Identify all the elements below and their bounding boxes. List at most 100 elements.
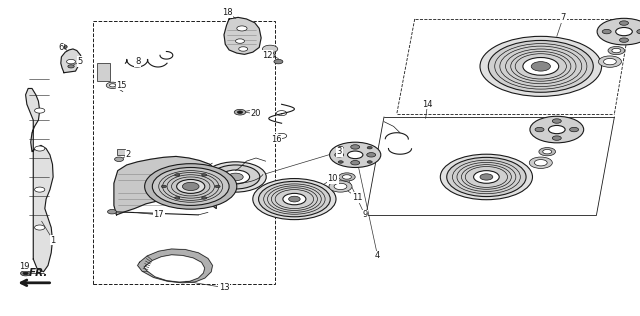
- Polygon shape: [61, 49, 82, 73]
- Circle shape: [637, 29, 640, 34]
- Polygon shape: [26, 88, 53, 272]
- Circle shape: [35, 225, 45, 230]
- Circle shape: [338, 146, 343, 149]
- Text: 11: 11: [352, 193, 362, 202]
- Circle shape: [342, 175, 351, 179]
- Bar: [93, 21, 275, 284]
- Circle shape: [35, 108, 45, 113]
- Circle shape: [339, 173, 355, 181]
- Text: 12: 12: [262, 51, 273, 60]
- Circle shape: [35, 187, 45, 192]
- Circle shape: [239, 47, 248, 51]
- Circle shape: [604, 58, 616, 65]
- Text: 14: 14: [422, 100, 433, 109]
- Circle shape: [570, 127, 579, 132]
- Text: 18: 18: [222, 8, 232, 17]
- Circle shape: [262, 45, 278, 53]
- Circle shape: [161, 185, 166, 188]
- Circle shape: [474, 171, 499, 183]
- Circle shape: [329, 181, 352, 192]
- Circle shape: [335, 153, 344, 157]
- Circle shape: [620, 38, 628, 42]
- Circle shape: [598, 56, 621, 67]
- Circle shape: [253, 179, 336, 220]
- Text: 7: 7: [561, 13, 566, 22]
- Circle shape: [523, 58, 559, 75]
- Text: 19: 19: [19, 262, 29, 270]
- Circle shape: [175, 197, 180, 199]
- Circle shape: [367, 146, 372, 149]
- Circle shape: [289, 196, 300, 202]
- Circle shape: [35, 146, 45, 151]
- Bar: [97, 63, 110, 81]
- Circle shape: [602, 29, 611, 34]
- Circle shape: [351, 161, 360, 165]
- Circle shape: [152, 167, 229, 205]
- Circle shape: [330, 142, 381, 167]
- Circle shape: [211, 165, 260, 189]
- Text: FR.: FR.: [29, 268, 48, 278]
- Polygon shape: [114, 156, 216, 215]
- Text: 3: 3: [337, 147, 342, 156]
- Circle shape: [108, 210, 116, 214]
- Circle shape: [237, 111, 243, 113]
- Text: 17: 17: [154, 210, 164, 219]
- Circle shape: [447, 157, 526, 197]
- Text: 4: 4: [375, 252, 380, 260]
- Circle shape: [115, 157, 124, 161]
- Circle shape: [20, 271, 31, 276]
- Circle shape: [202, 174, 207, 176]
- Polygon shape: [138, 249, 212, 283]
- Circle shape: [531, 62, 550, 71]
- Circle shape: [274, 59, 283, 64]
- Text: 5: 5: [77, 57, 83, 66]
- Circle shape: [221, 170, 250, 184]
- Circle shape: [543, 149, 552, 154]
- Circle shape: [205, 162, 266, 192]
- Circle shape: [548, 125, 565, 134]
- Circle shape: [58, 45, 67, 49]
- Circle shape: [480, 36, 602, 96]
- Circle shape: [265, 53, 275, 58]
- Polygon shape: [224, 17, 261, 54]
- Circle shape: [182, 182, 199, 191]
- Circle shape: [534, 160, 547, 166]
- Bar: [117, 149, 125, 155]
- Circle shape: [228, 173, 243, 181]
- Text: 1: 1: [51, 236, 56, 245]
- Text: 20: 20: [251, 109, 261, 118]
- Circle shape: [616, 27, 632, 36]
- Circle shape: [530, 116, 584, 143]
- Text: 8: 8: [135, 57, 140, 66]
- Circle shape: [348, 151, 363, 159]
- Text: 10: 10: [328, 174, 338, 183]
- Circle shape: [23, 272, 28, 275]
- Text: 6: 6: [58, 43, 63, 52]
- Circle shape: [552, 119, 561, 123]
- Circle shape: [61, 46, 65, 48]
- Circle shape: [608, 46, 625, 55]
- Circle shape: [259, 181, 330, 217]
- Text: 9: 9: [362, 210, 367, 219]
- Circle shape: [68, 65, 74, 68]
- Circle shape: [215, 185, 220, 188]
- Circle shape: [535, 127, 544, 132]
- Circle shape: [529, 157, 552, 168]
- Circle shape: [175, 174, 180, 176]
- Circle shape: [145, 164, 237, 209]
- Circle shape: [334, 183, 347, 190]
- Circle shape: [283, 193, 306, 205]
- Circle shape: [597, 18, 640, 45]
- Text: 2: 2: [125, 150, 131, 159]
- Circle shape: [612, 48, 621, 53]
- Circle shape: [488, 40, 593, 92]
- Text: 15: 15: [116, 81, 127, 90]
- Circle shape: [106, 82, 119, 88]
- Circle shape: [338, 161, 343, 163]
- Text: 13: 13: [219, 283, 229, 292]
- Circle shape: [351, 145, 360, 149]
- Text: 16: 16: [271, 135, 282, 143]
- Circle shape: [539, 148, 556, 156]
- Circle shape: [67, 59, 76, 64]
- Circle shape: [237, 26, 247, 31]
